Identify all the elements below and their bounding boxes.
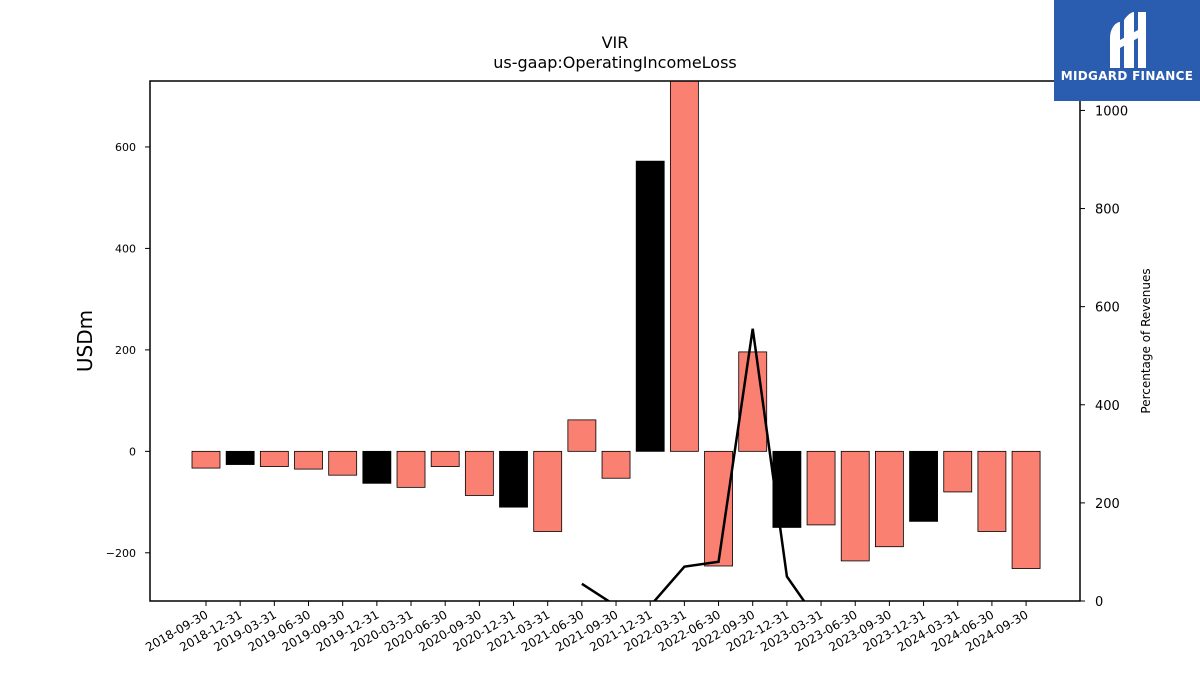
- plot-frame: [149, 80, 1081, 602]
- y-axis-label-right: Percentage of Revenues: [1139, 268, 1153, 413]
- y-right-tick-label: 0: [1095, 595, 1103, 610]
- bar-2021-12-31: [635, 160, 665, 452]
- bar-2021-03-31: [533, 450, 563, 532]
- y-tick-label: 400: [115, 242, 136, 255]
- bar-2020-03-31: [396, 450, 426, 488]
- chart-subtitle: us-gaap:OperatingIncomeLoss: [493, 53, 737, 72]
- bar-2021-09-30: [601, 450, 631, 479]
- bar-2019-03-31: [259, 450, 289, 467]
- bar-2023-12-31: [909, 450, 938, 522]
- bar-2024-03-31: [943, 450, 973, 493]
- y-right-tick-label: 600: [1095, 301, 1120, 316]
- bar-2020-12-31: [499, 450, 528, 508]
- y-axis-label-left: USDm: [73, 310, 97, 372]
- chart-title: VIR: [602, 33, 629, 52]
- bar-2021-06-30: [567, 419, 597, 452]
- bar-2024-06-30: [977, 450, 1007, 532]
- bars: [191, 81, 1041, 569]
- bar-2019-12-31: [362, 450, 392, 484]
- y-right-tick-label: 800: [1095, 203, 1120, 218]
- percentage-line: [581, 328, 806, 601]
- bar-2023-06-30: [840, 450, 870, 562]
- bar-2020-06-30: [430, 450, 460, 467]
- bar-2020-09-30: [464, 450, 494, 496]
- y-axis-left: −200 0 200 400 600: [106, 141, 150, 560]
- y-tick-label: 600: [115, 141, 136, 154]
- x-axis: 2018-09-302018-12-312019-03-312019-06-30…: [143, 601, 1031, 654]
- y-axis-right: 0 200 400 600 800 1000: [1080, 104, 1128, 610]
- y-right-tick-label: 200: [1095, 497, 1120, 512]
- midgard-finance-logo: MIDGARD FINANCE: [1054, 0, 1200, 101]
- bar-2019-09-30: [328, 450, 358, 476]
- y-tick-label: 200: [115, 344, 136, 357]
- bar-2022-03-31: [669, 81, 699, 452]
- y-tick-label: 0: [129, 445, 136, 458]
- y-right-tick-label: 1000: [1095, 104, 1128, 119]
- y-right-tick-label: 400: [1095, 399, 1120, 414]
- logo-mark-icon: [1110, 12, 1146, 68]
- y-tick-label: −200: [106, 547, 136, 560]
- bar-2023-09-30: [875, 450, 904, 548]
- bar-2022-12-31: [772, 450, 802, 528]
- bar-2023-03-31: [806, 450, 836, 526]
- bar-2019-06-30: [294, 450, 323, 470]
- bar-2022-06-30: [704, 450, 733, 567]
- bar-2024-09-30: [1011, 450, 1041, 569]
- line-segment: [581, 328, 806, 601]
- logo-text: MIDGARD FINANCE: [1060, 69, 1194, 83]
- bar-2018-12-31: [225, 450, 255, 465]
- bar-2018-09-30: [191, 450, 221, 469]
